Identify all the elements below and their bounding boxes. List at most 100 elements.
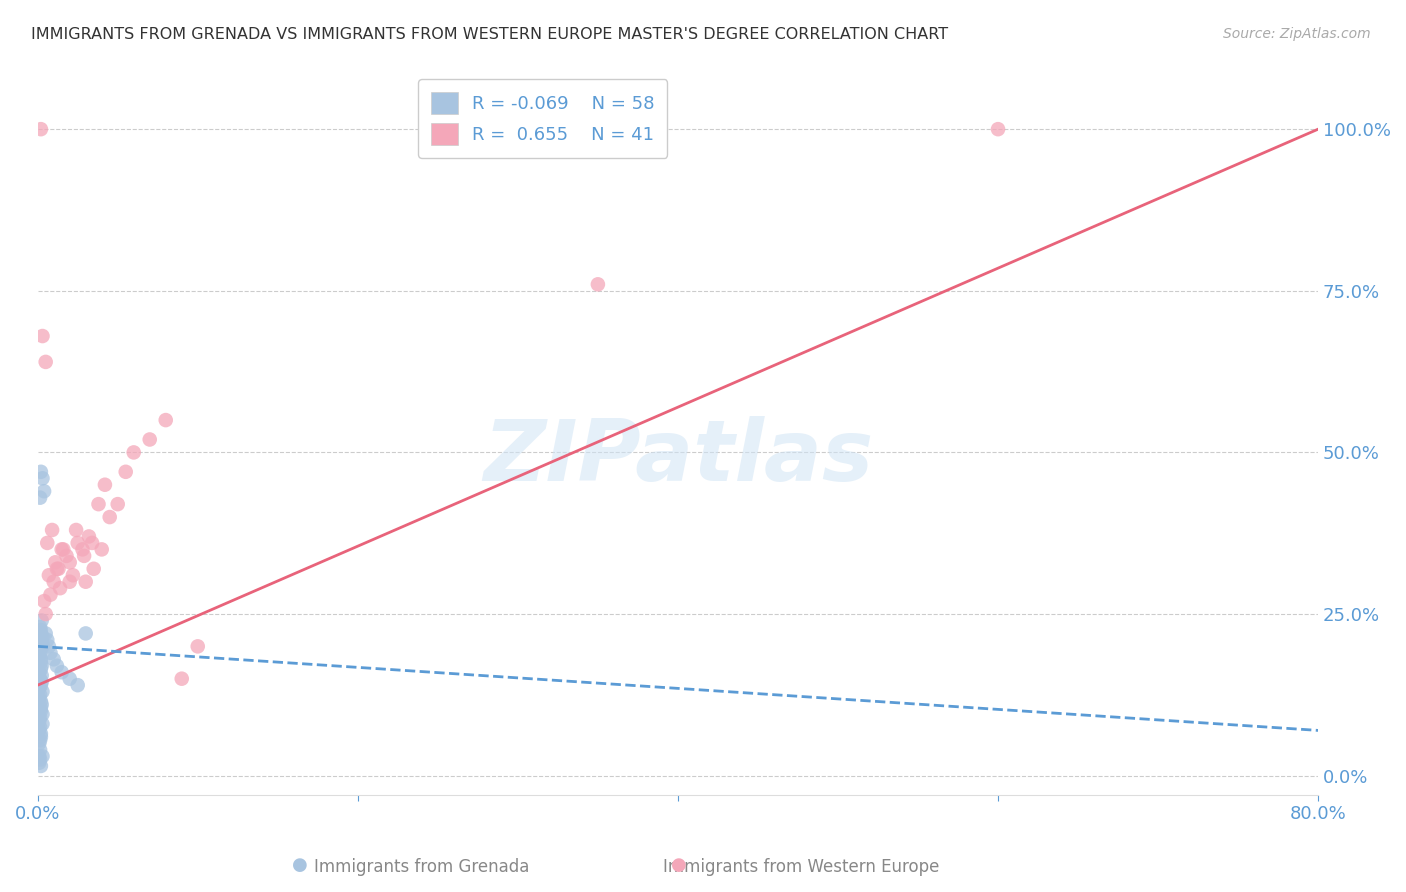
Point	[37, 536, 59, 550]
Point	[31, 329, 53, 343]
Point	[65, 523, 87, 537]
Point	[987, 122, 1010, 136]
Point	[28, 632, 51, 647]
Point	[30, 624, 52, 638]
Point	[83, 562, 105, 576]
Point	[98, 510, 121, 524]
Text: ZIPatlas: ZIPatlas	[482, 417, 873, 500]
Point	[28, 681, 51, 696]
Point	[77, 529, 100, 543]
Point	[90, 542, 112, 557]
Point	[34, 607, 56, 621]
Point	[31, 749, 53, 764]
Point	[51, 665, 73, 680]
Point	[30, 652, 52, 666]
Point	[28, 665, 51, 680]
Point	[48, 562, 70, 576]
Point	[59, 574, 82, 589]
Point	[107, 497, 129, 511]
Point	[31, 698, 53, 712]
Point	[30, 646, 52, 660]
Point	[30, 465, 52, 479]
Point	[155, 413, 177, 427]
Point	[30, 726, 52, 740]
Point	[30, 720, 52, 734]
Point	[30, 704, 52, 718]
Point	[30, 672, 52, 686]
Point	[30, 491, 52, 505]
Point	[28, 648, 51, 663]
Point	[34, 355, 56, 369]
Point	[41, 523, 63, 537]
Point	[52, 542, 75, 557]
Text: Immigrants from Western Europe: Immigrants from Western Europe	[664, 858, 939, 876]
Point	[30, 626, 52, 640]
Point	[30, 688, 52, 702]
Point	[28, 749, 51, 764]
Point	[138, 433, 160, 447]
Point	[30, 752, 52, 766]
Point	[73, 549, 96, 563]
Legend: R = -0.069    N = 58, R =  0.655    N = 41: R = -0.069 N = 58, R = 0.655 N = 41	[418, 79, 668, 158]
Point	[82, 536, 104, 550]
Point	[170, 672, 193, 686]
Point	[31, 658, 53, 673]
Point	[30, 730, 52, 744]
Point	[42, 652, 65, 666]
Point	[30, 733, 52, 747]
Point	[75, 574, 97, 589]
Text: Immigrants from Grenada: Immigrants from Grenada	[314, 858, 530, 876]
Point	[30, 700, 52, 714]
Point	[32, 484, 55, 499]
Point	[30, 642, 52, 657]
Point	[30, 694, 52, 708]
Point	[28, 691, 51, 706]
Point	[187, 640, 209, 654]
Text: ●: ●	[291, 856, 308, 874]
Point	[55, 549, 77, 563]
Point	[28, 714, 51, 728]
Point	[72, 542, 94, 557]
Point	[45, 562, 67, 576]
Point	[38, 568, 60, 582]
Point	[30, 710, 52, 724]
Point	[31, 684, 53, 698]
Point	[31, 630, 53, 644]
Point	[30, 122, 52, 136]
Point	[30, 678, 52, 692]
Point	[45, 658, 67, 673]
Point	[49, 581, 72, 595]
Text: IMMIGRANTS FROM GRENADA VS IMMIGRANTS FROM WESTERN EUROPE MASTER'S DEGREE CORREL: IMMIGRANTS FROM GRENADA VS IMMIGRANTS FR…	[31, 27, 948, 42]
Point	[34, 626, 56, 640]
Point	[62, 568, 84, 582]
Point	[30, 620, 52, 634]
Point	[39, 588, 62, 602]
Point	[32, 594, 55, 608]
Point	[44, 555, 66, 569]
Point	[31, 668, 53, 682]
Point	[586, 277, 609, 292]
Point	[38, 640, 60, 654]
Point	[66, 536, 89, 550]
Point	[28, 756, 51, 770]
Point	[31, 614, 53, 628]
Point	[31, 640, 53, 654]
Point	[122, 445, 145, 459]
Point	[30, 759, 52, 773]
Point	[37, 632, 59, 647]
Point	[28, 736, 51, 750]
Point	[30, 743, 52, 757]
Point	[66, 678, 89, 692]
Point	[31, 717, 53, 731]
Text: ●: ●	[671, 856, 688, 874]
Point	[87, 497, 110, 511]
Point	[59, 672, 82, 686]
Point	[31, 674, 53, 689]
Point	[31, 636, 53, 650]
Point	[30, 662, 52, 676]
Point	[28, 723, 51, 738]
Point	[31, 707, 53, 722]
Point	[75, 626, 97, 640]
Text: Source: ZipAtlas.com: Source: ZipAtlas.com	[1223, 27, 1371, 41]
Point	[94, 477, 117, 491]
